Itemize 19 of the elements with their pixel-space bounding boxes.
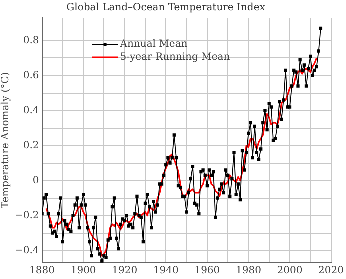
legend-label: 5-year Running Mean: [120, 52, 231, 64]
x-tick-label: 1960: [194, 266, 220, 277]
x-tick-label: 1880: [30, 266, 56, 277]
x-tick-label: 1980: [236, 266, 262, 277]
y-axis-title: Temperature Anomaly (°C): [0, 72, 12, 209]
legend-label: Annual Mean: [119, 39, 188, 50]
x-tick-label: 2020: [318, 266, 344, 277]
y-tick-label: 0.4: [23, 105, 40, 116]
x-tick-label: 1900: [70, 266, 96, 277]
x-tick-label: 2000: [277, 266, 303, 277]
y-tick-label: −0.4: [14, 245, 40, 256]
chart-title: Global Land–Ocean Temperature Index: [66, 2, 266, 14]
x-tick-label: 1940: [153, 266, 179, 277]
x-tick-label: 1920: [112, 266, 138, 277]
y-tick-label: −0.2: [14, 210, 40, 222]
y-tick-label: 0.2: [23, 140, 40, 152]
y-tick-label: 0.6: [23, 70, 40, 82]
y-tick-label: 0: [32, 175, 40, 186]
y-tick-label: 0.8: [23, 35, 40, 46]
